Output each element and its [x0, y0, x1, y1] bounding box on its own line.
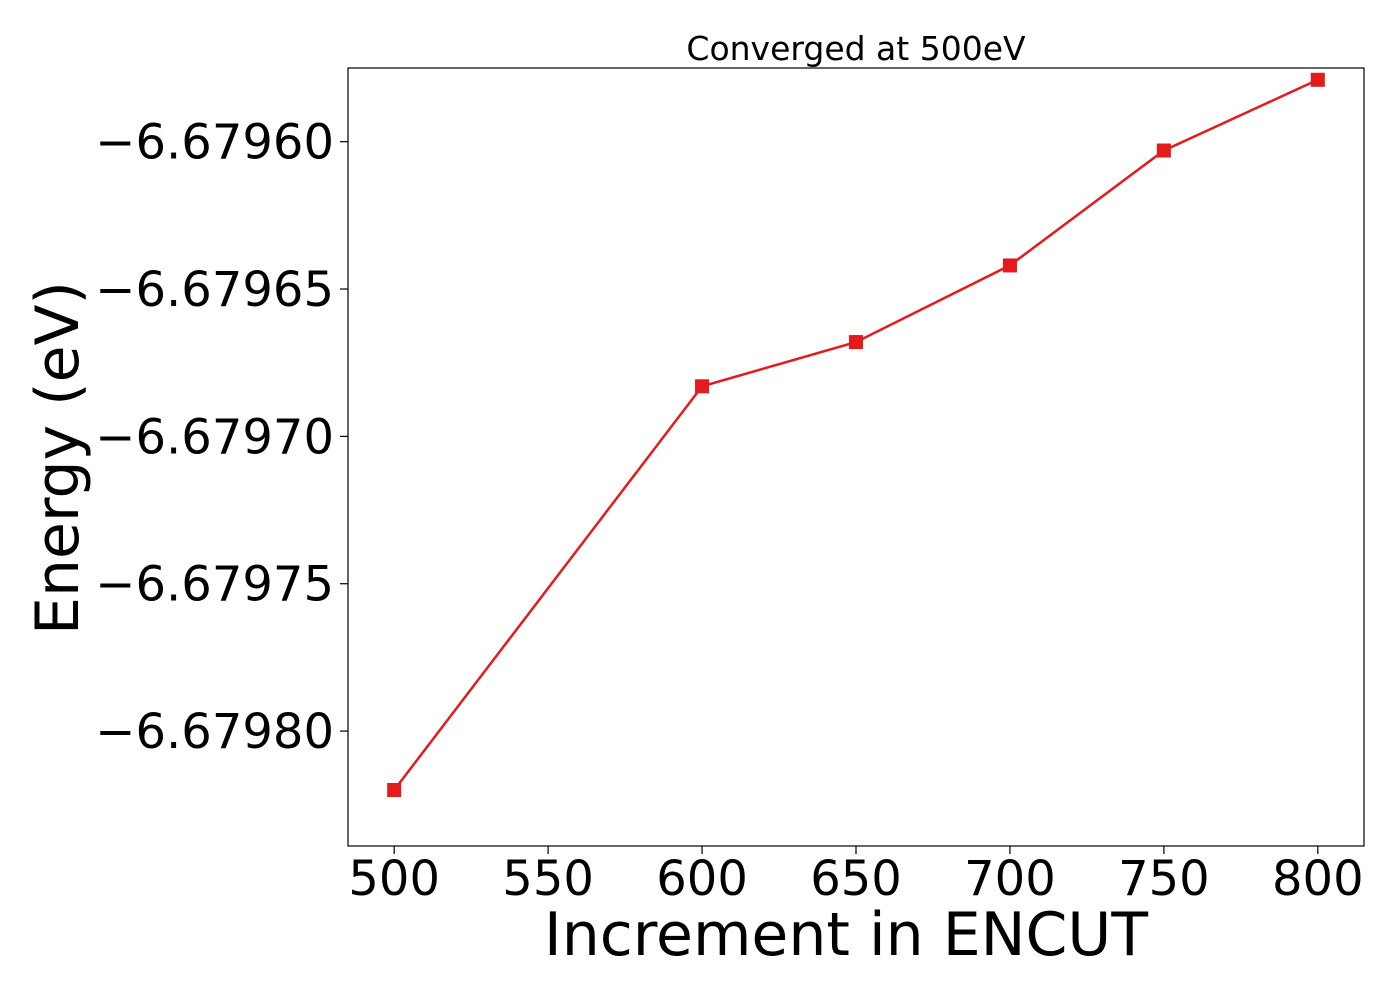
y-axis-ticks: −6.67980 −6.67975 −6.67970 −6.67965 −6.67960	[95, 115, 348, 760]
series-layer	[387, 72, 1325, 798]
x-tick-label: 750	[1118, 851, 1210, 907]
y-axis-label: Energy (eV)	[23, 281, 93, 635]
data-point-marker	[1156, 143, 1171, 158]
chart-title: Converged at 500eV	[686, 29, 1026, 68]
y-tick-label: −6.67965	[95, 262, 334, 318]
data-point-marker	[849, 335, 863, 350]
y-tick-label: −6.67980	[95, 704, 334, 760]
x-tick-label: 800	[1272, 851, 1364, 907]
y-tick-label: −6.67960	[95, 115, 334, 171]
x-tick-label: 700	[964, 851, 1056, 907]
y-tick-label: −6.67970	[95, 409, 334, 465]
data-point-marker	[695, 379, 710, 394]
data-point-marker	[1002, 258, 1017, 273]
x-tick-label: 500	[348, 851, 440, 907]
x-tick-label: 550	[502, 851, 594, 907]
x-axis-ticks: 500 550 600 650 700 750 800	[348, 846, 1364, 907]
x-axis-label: Increment in ENCUT	[544, 900, 1148, 970]
x-tick-label: 650	[810, 851, 902, 907]
plot-area-frame	[347, 67, 1365, 847]
y-tick-label: −6.67975	[95, 557, 334, 613]
series-line	[393, 78, 1319, 791]
data-point-marker	[387, 783, 402, 798]
data-point-marker	[1310, 72, 1325, 87]
x-tick-label: 600	[656, 851, 748, 907]
